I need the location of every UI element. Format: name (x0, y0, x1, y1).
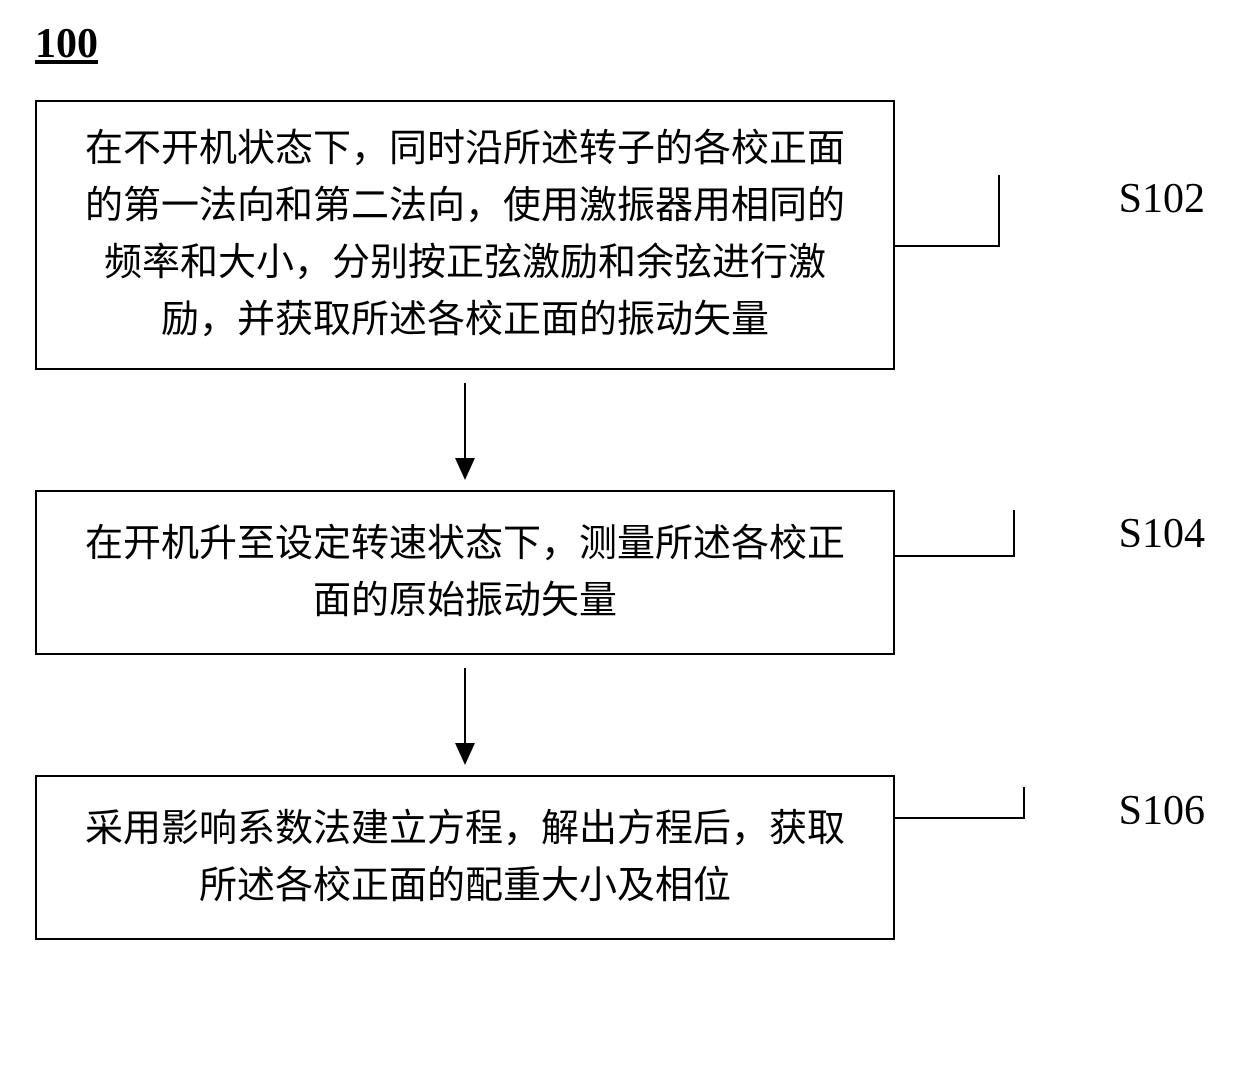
step-wrapper-1: 在不开机状态下，同时沿所述转子的各校正面的第一法向和第二法向，使用激振器用相同的… (35, 100, 1205, 370)
connector-v-s102 (998, 175, 1000, 245)
step-label-s104: S104 (1119, 510, 1205, 558)
arrow-2 (35, 655, 895, 775)
arrow-line-1 (464, 383, 466, 478)
step-label-s102: S102 (1119, 175, 1205, 223)
step-text-s102: 在不开机状态下，同时沿所述转子的各校正面的第一法向和第二法向，使用激振器用相同的… (67, 121, 863, 349)
connector-v-s104 (1013, 510, 1015, 555)
connector-h-s104 (895, 555, 1015, 557)
flowchart-container: 在不开机状态下，同时沿所述转子的各校正面的第一法向和第二法向，使用激振器用相同的… (35, 100, 1205, 940)
arrow-head-1 (455, 458, 475, 480)
arrow-1 (35, 370, 895, 490)
step-text-s104: 在开机升至设定转速状态下，测量所述各校正面的原始振动矢量 (67, 516, 863, 630)
connector-h-s106 (895, 817, 1025, 819)
step-text-s106: 采用影响系数法建立方程，解出方程后，获取所述各校正面的配重大小及相位 (67, 801, 863, 915)
figure-number: 100 (35, 20, 98, 68)
step-label-s106: S106 (1119, 787, 1205, 835)
connector-v-s106 (1023, 787, 1025, 817)
connector-h-s102 (895, 245, 1000, 247)
arrow-head-2 (455, 743, 475, 765)
step-wrapper-3: 采用影响系数法建立方程，解出方程后，获取所述各校正面的配重大小及相位 S106 (35, 775, 1205, 940)
step-box-s102: 在不开机状态下，同时沿所述转子的各校正面的第一法向和第二法向，使用激振器用相同的… (35, 100, 895, 370)
step-wrapper-2: 在开机升至设定转速状态下，测量所述各校正面的原始振动矢量 S104 (35, 490, 1205, 655)
arrow-line-2 (464, 668, 466, 763)
step-box-s106: 采用影响系数法建立方程，解出方程后，获取所述各校正面的配重大小及相位 (35, 775, 895, 940)
step-box-s104: 在开机升至设定转速状态下，测量所述各校正面的原始振动矢量 (35, 490, 895, 655)
